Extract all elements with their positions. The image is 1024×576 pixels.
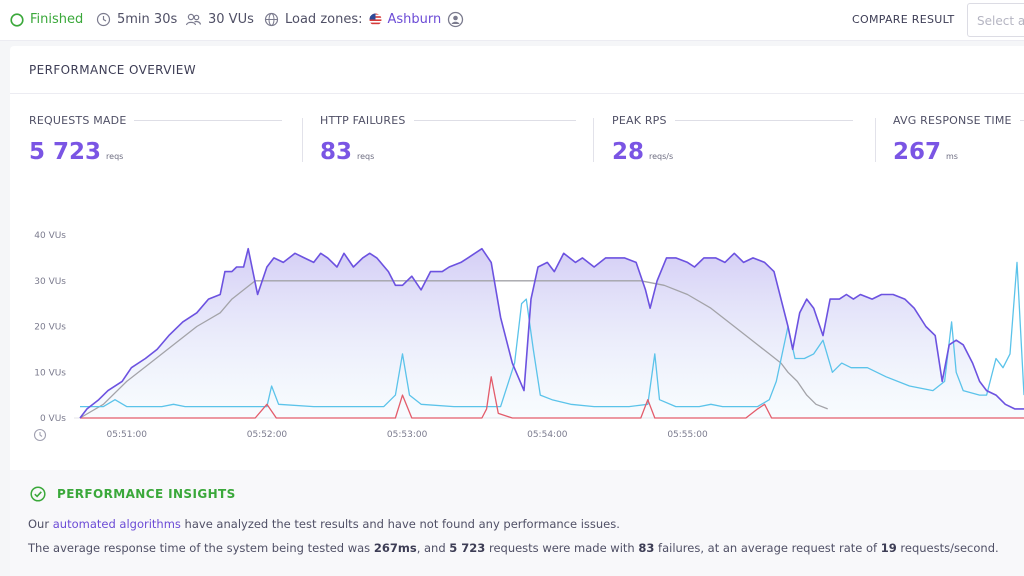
metric-http-failures[interactable]: HTTP FAILURES 83 reqs	[320, 114, 576, 174]
y-tick-label: 0 VUs	[40, 414, 66, 424]
finished-circle-icon	[10, 12, 24, 27]
insights-title: PERFORMANCE INSIGHTS	[57, 487, 236, 501]
x-tick-label: 05:52:00	[247, 430, 288, 440]
metric-peak-rps[interactable]: PEAK RPS 28 reqs/s	[612, 114, 853, 174]
metric-value-row: 83 reqs	[320, 139, 576, 165]
insights-text: The average response time of the system …	[28, 541, 374, 555]
metric-rule	[134, 120, 283, 121]
metric-requests-made[interactable]: REQUESTS MADE 5 723 reqs	[29, 114, 283, 174]
metric-label: PEAK RPS	[612, 114, 667, 127]
status-label: Finished	[30, 12, 84, 27]
insights-requests: 5 723	[449, 541, 486, 555]
insights-details: The average response time of the system …	[28, 541, 999, 555]
metric-label-row: PEAK RPS	[612, 114, 853, 127]
users-icon	[185, 13, 202, 26]
card-divider	[10, 93, 1024, 94]
us-flag-icon	[369, 13, 381, 26]
performance-overview-title: PERFORMANCE OVERVIEW	[29, 63, 197, 77]
metric-label-row: REQUESTS MADE	[29, 114, 283, 127]
insights-failures: 83	[638, 541, 655, 555]
automated-algorithms-link[interactable]: automated algorithms	[52, 517, 181, 531]
metric-unit: reqs	[106, 152, 124, 161]
status-finished: Finished	[10, 12, 83, 27]
x-tick-label: 05:54:00	[527, 430, 568, 440]
metric-rule	[674, 120, 853, 121]
insights-summary: Our automated algorithms have analyzed t…	[28, 517, 620, 531]
x-tick-label: 05:55:00	[667, 430, 708, 440]
metric-rule	[1019, 120, 1024, 121]
metric-label: AVG RESPONSE TIME	[893, 114, 1012, 127]
metric-rule	[413, 120, 576, 121]
metric-label-row: HTTP FAILURES	[320, 114, 576, 127]
account-avatar[interactable]	[447, 11, 470, 28]
metric-unit: reqs	[357, 152, 375, 161]
rps-series-line	[79, 247, 1024, 419]
metric-separator	[302, 118, 303, 162]
compare-result-select[interactable]: Select a	[967, 3, 1024, 37]
insights-rate: 19	[880, 541, 897, 555]
load-zones: Load zones: Ashburn	[264, 12, 441, 27]
x-tick-label: 05:51:00	[107, 430, 148, 440]
metric-value-row: 28 reqs/s	[612, 139, 853, 165]
user-avatar-icon	[447, 11, 464, 28]
failures-series-line	[80, 376, 1024, 419]
rps-area	[80, 248, 1024, 418]
insights-text: Our	[28, 517, 53, 531]
metric-unit: reqs/s	[649, 152, 674, 161]
y-tick-label: 20 VUs	[34, 323, 66, 333]
duration-label: 5min 30s	[117, 12, 178, 27]
y-tick-label: 40 VUs	[34, 231, 66, 241]
check-circle-icon	[30, 486, 46, 502]
metric-value: 83	[320, 139, 353, 165]
y-tick-label: 10 VUs	[34, 368, 66, 378]
insights-text: , and	[416, 541, 450, 555]
vus-series-line	[79, 280, 828, 419]
metric-value: 28	[612, 139, 645, 165]
insights-avg-response: 267ms	[373, 541, 417, 555]
insights-text: requests were made with	[485, 541, 639, 555]
insights-text: requests/second.	[896, 541, 999, 555]
metric-separator	[875, 118, 876, 162]
globe-icon	[264, 12, 279, 27]
metric-unit: ms	[946, 152, 958, 161]
metric-label: REQUESTS MADE	[29, 114, 127, 127]
virtual-users: 30 VUs	[185, 12, 254, 27]
metric-value-row: 5 723 reqs	[29, 139, 282, 165]
metric-separator	[593, 118, 594, 162]
metric-avg-response-time[interactable]: AVG RESPONSE TIME 267 ms	[893, 114, 1024, 174]
select-placeholder: Select a	[977, 14, 1024, 28]
y-tick-label: 30 VUs	[34, 277, 66, 287]
metric-value: 5 723	[29, 139, 102, 165]
response-time-series-line	[80, 261, 1024, 408]
metric-value: 267	[893, 139, 942, 165]
test-status-bar: Finished 5min 30s 30 VUs Load zones: Ash…	[0, 0, 1024, 41]
x-tick-label: 05:53:00	[387, 430, 428, 440]
insights-text: failures, at an average request rate of	[654, 541, 881, 555]
test-duration: 5min 30s	[96, 12, 177, 27]
performance-insights-panel: PERFORMANCE INSIGHTS Our automated algor…	[10, 470, 1024, 576]
performance-chart[interactable]: 40 VUs 30 VUs 20 VUs 10 VUs 0 VUs 05:51:00 05:…	[0, 0, 1024, 460]
load-zone-ashburn-link[interactable]: Ashburn	[387, 12, 442, 27]
vus-label: 30 VUs	[208, 12, 254, 27]
clock-icon	[96, 12, 111, 27]
compare-result-label: COMPARE RESULT	[852, 13, 955, 26]
load-zones-label: Load zones:	[285, 12, 363, 27]
insights-text: have analyzed the test results and have …	[180, 517, 620, 531]
metric-value-row: 267 ms	[893, 139, 1024, 165]
metric-label-row: AVG RESPONSE TIME	[893, 114, 1024, 127]
metric-label: HTTP FAILURES	[320, 114, 406, 127]
time-axis-clock-icon	[33, 428, 47, 442]
